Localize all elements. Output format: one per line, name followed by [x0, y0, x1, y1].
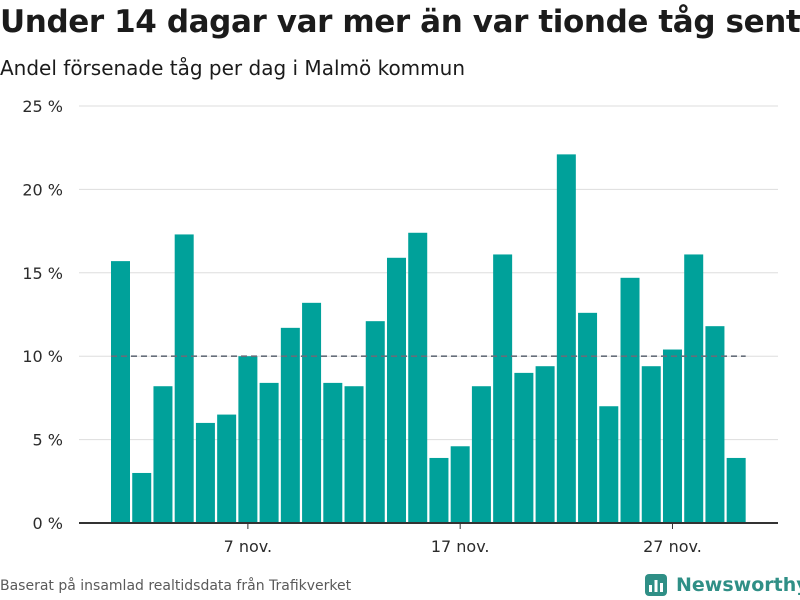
bar: 26 nov.: 9.4 % [641, 366, 661, 523]
bar: 4 nov.: 17.3 % [174, 234, 194, 523]
chart-title: Under 14 dagar var mer än var tionde tåg… [0, 4, 800, 40]
bar: 18 nov.: 8.2 % [471, 386, 491, 523]
bar: 28 nov.: 16.1 % [684, 254, 704, 523]
chart-subtitle: Andel försenade tåg per dag i Malmö komm… [0, 56, 465, 80]
bar: 11 nov.: 8.4 % [323, 382, 343, 523]
bar: 29 nov.: 11.8 % [705, 326, 725, 523]
bar: 16 nov.: 3.9 % [429, 457, 449, 523]
x-axis-tick-labels: 7 nov. 17 nov. 27 nov. [224, 523, 702, 556]
y-axis-tick-labels: 0 % 5 % 10 % 15 % 20 % 25 % [22, 97, 63, 533]
bar: 5 nov.: 6 % [195, 422, 215, 523]
bar: 20 nov.: 9 % [514, 372, 534, 523]
bar: 30 nov.: 3.9 % [726, 457, 746, 523]
bar: 10 nov.: 13.2 % [302, 302, 322, 523]
source-note: Baserat på insamlad realtidsdata från Tr… [0, 578, 352, 594]
bar: 24 nov.: 7 % [599, 406, 619, 523]
newsworthy-logo: Newsworthy [644, 570, 800, 600]
bar: 9 nov.: 11.7 % [280, 327, 300, 523]
y-tick-label: 20 % [22, 180, 63, 199]
bar: 12 nov.: 8.2 % [344, 386, 364, 523]
bars: 1 nov.: 15.7 %2 nov.: 3 %3 nov.: 8.2 %4 … [111, 154, 746, 523]
x-tick-label: 27 nov. [643, 537, 702, 556]
bar: 13 nov.: 12.1 % [365, 321, 385, 523]
bar: 1 nov.: 15.7 % [111, 261, 130, 523]
bar: 25 nov.: 14.7 % [620, 277, 640, 523]
y-tick-label: 25 % [22, 97, 63, 116]
bar: 15 nov.: 17.4 % [408, 232, 428, 523]
bar: 27 nov.: 10.4 % [662, 349, 682, 523]
bar: 23 nov.: 12.6 % [578, 312, 598, 523]
y-tick-label: 5 % [33, 431, 63, 450]
bar: 2 nov.: 3 % [132, 472, 152, 523]
x-tick-label: 17 nov. [431, 537, 490, 556]
x-tick-label: 7 nov. [224, 537, 273, 556]
bar: 17 nov.: 4.6 % [450, 446, 470, 523]
bar: 21 nov.: 9.4 % [535, 366, 555, 523]
bar: 7 nov.: 10 % [238, 356, 258, 523]
bar: 8 nov.: 8.4 % [259, 382, 279, 523]
bar-chart-logo-icon [645, 574, 667, 596]
brand-name: Newsworthy [676, 574, 800, 596]
bar: 3 nov.: 8.2 % [153, 386, 173, 523]
y-tick-label: 15 % [22, 264, 63, 283]
bar: 6 nov.: 6.5 % [217, 414, 237, 523]
y-tick-label: 0 % [33, 514, 63, 533]
bar: 19 nov.: 16.1 % [493, 254, 513, 523]
bar: 22 nov.: 22.1 % [556, 154, 576, 523]
y-tick-label: 10 % [22, 347, 63, 366]
bar: 14 nov.: 15.9 % [386, 257, 406, 523]
